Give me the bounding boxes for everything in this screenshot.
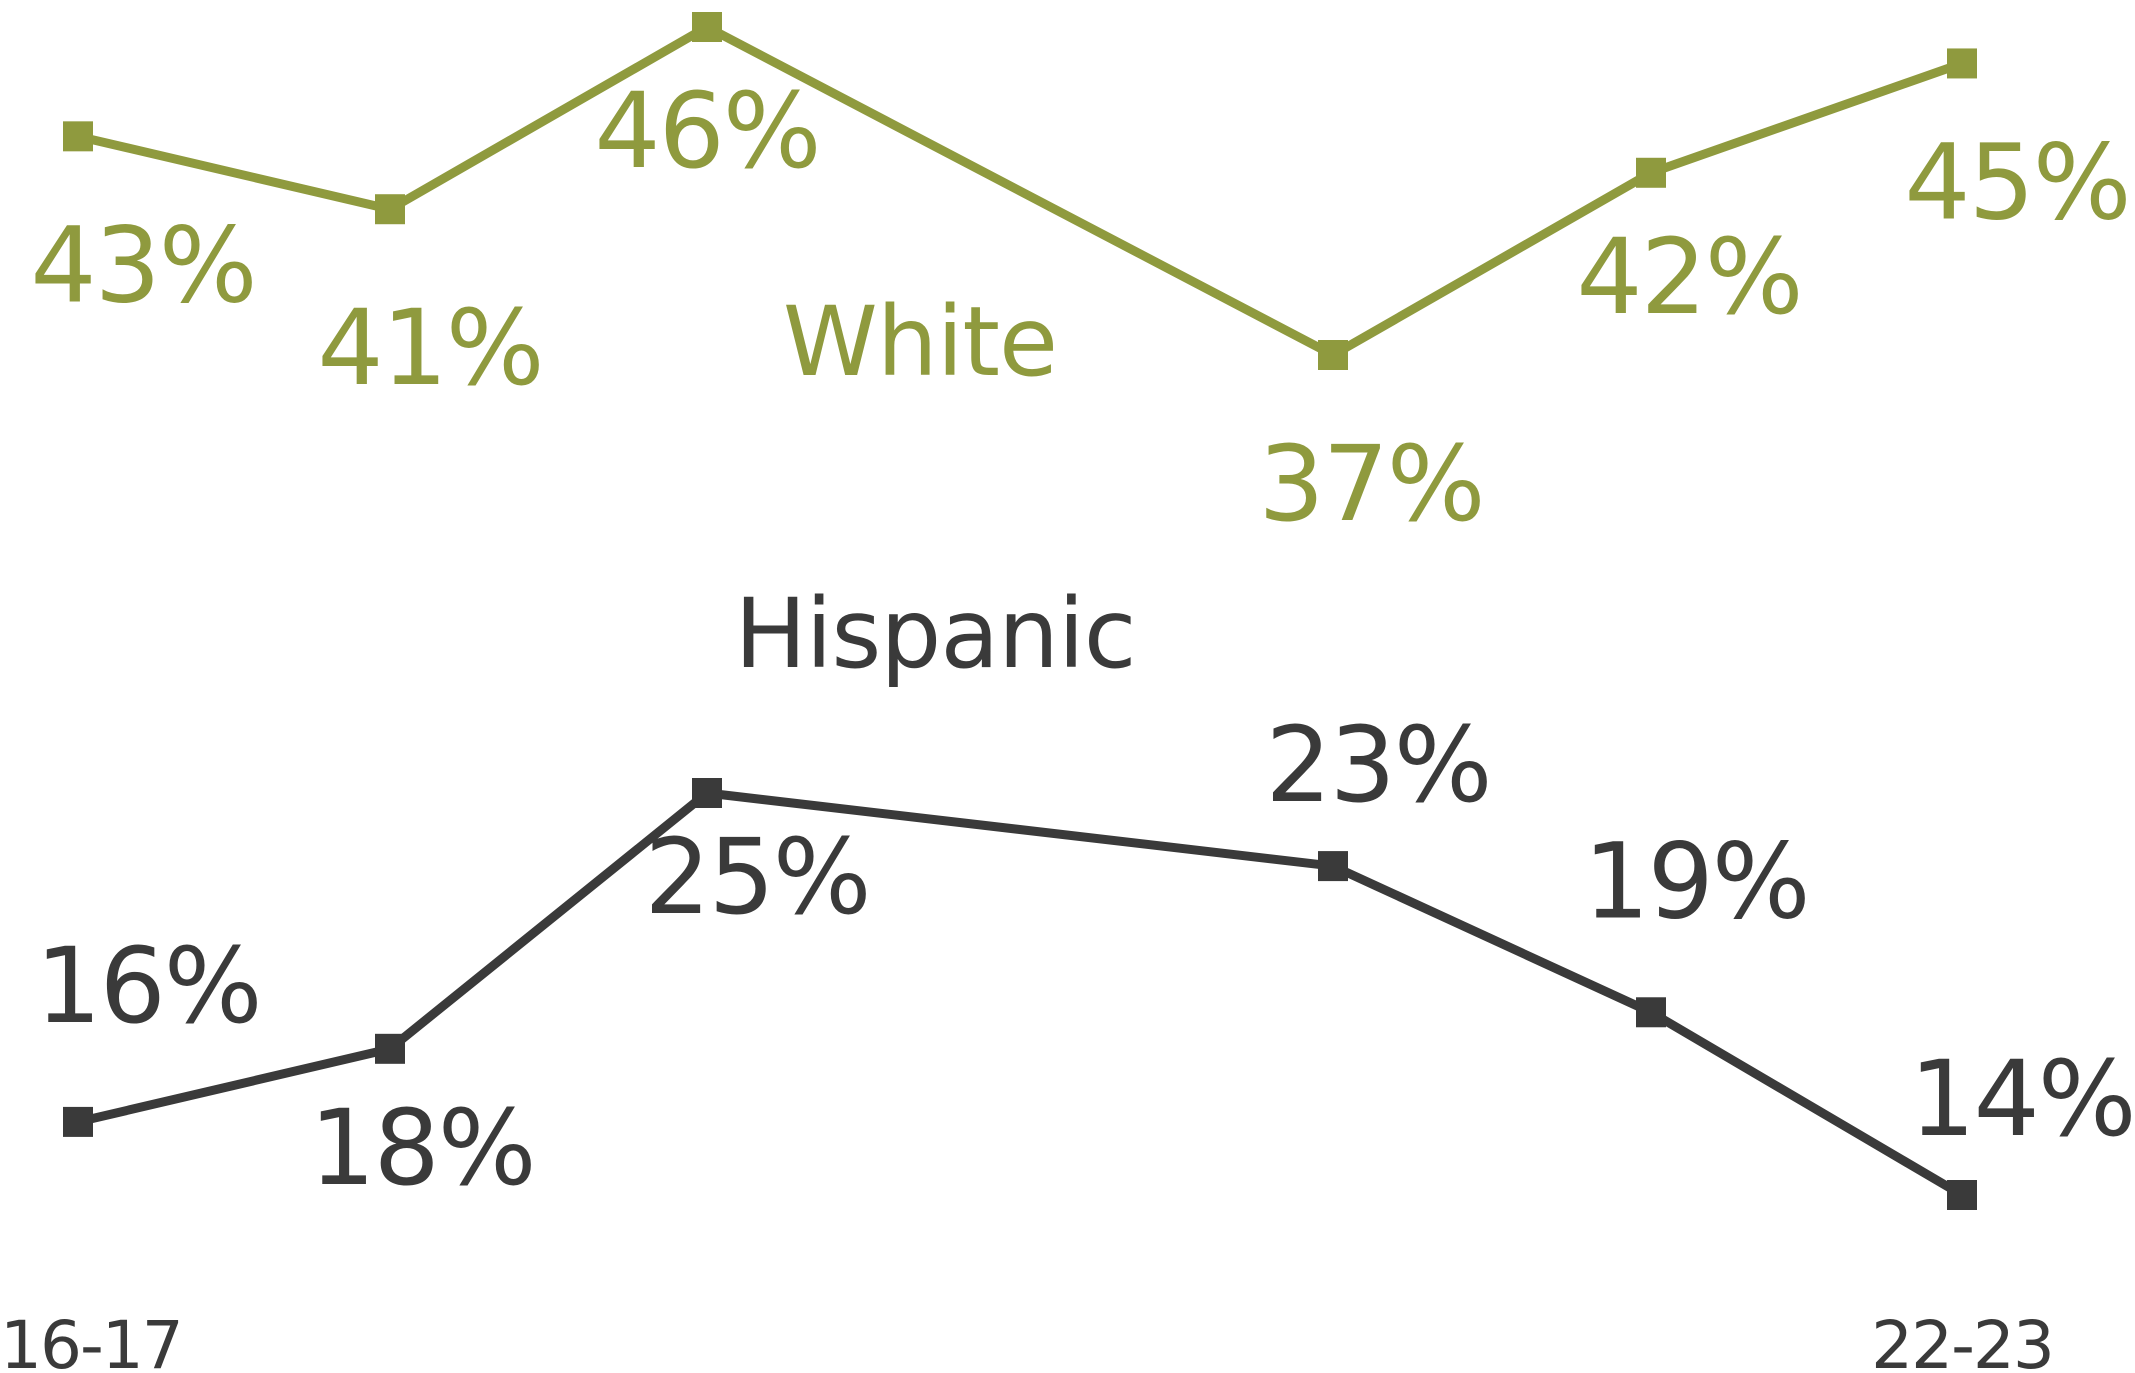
data-label-white-2: 41% bbox=[317, 287, 542, 409]
series-white: 43% 41% 46% 37% 42% 45% White bbox=[30, 12, 2132, 545]
data-point-hispanic-6 bbox=[1947, 1180, 1977, 1210]
data-point-white-6 bbox=[1947, 48, 1977, 79]
data-label-white-6: 45% bbox=[1904, 121, 2129, 243]
data-label-white-4: 37% bbox=[1258, 423, 1483, 545]
data-label-white-1: 43% bbox=[30, 204, 255, 326]
data-point-hispanic-5 bbox=[1636, 997, 1666, 1028]
data-point-hispanic-2 bbox=[375, 1033, 405, 1064]
x-tick-label-1: 16-17 bbox=[0, 1307, 182, 1373]
series-name-white: White bbox=[783, 286, 1057, 398]
data-label-white-5: 42% bbox=[1576, 216, 1801, 338]
series-line-hispanic bbox=[76, 788, 1965, 1199]
series-layer: 43% 41% 46% 37% 42% 45% White 16% 18% 25% 23% 19% 14… bbox=[30, 12, 2135, 1210]
series-name-hispanic: Hispanic bbox=[735, 578, 1136, 690]
data-label-hispanic-5: 19% bbox=[1583, 820, 1808, 942]
data-point-white-4 bbox=[1318, 340, 1348, 370]
data-point-hispanic-1 bbox=[63, 1106, 93, 1137]
data-label-white-3: 46% bbox=[594, 70, 819, 192]
data-point-white-3 bbox=[692, 12, 722, 42]
data-point-hispanic-3 bbox=[692, 778, 722, 808]
x-axis-ticks: 16-17 22-23 bbox=[0, 1307, 2055, 1373]
data-label-hispanic-4: 23% bbox=[1265, 704, 1490, 826]
x-tick-label-6: 22-23 bbox=[1871, 1307, 2053, 1373]
series-line-white bbox=[76, 21, 1964, 361]
data-point-white-1 bbox=[63, 121, 93, 152]
data-point-white-2 bbox=[375, 194, 405, 225]
data-point-white-5 bbox=[1636, 157, 1666, 188]
data-label-hispanic-3: 25% bbox=[644, 816, 869, 938]
data-label-hispanic-2: 18% bbox=[309, 1087, 534, 1209]
series-hispanic: 16% 18% 25% 23% 19% 14% Hispanic bbox=[35, 578, 2135, 1210]
data-label-hispanic-6: 14% bbox=[1909, 1038, 2134, 1160]
data-point-hispanic-4 bbox=[1318, 851, 1348, 882]
data-label-hispanic-1: 16% bbox=[35, 925, 260, 1047]
